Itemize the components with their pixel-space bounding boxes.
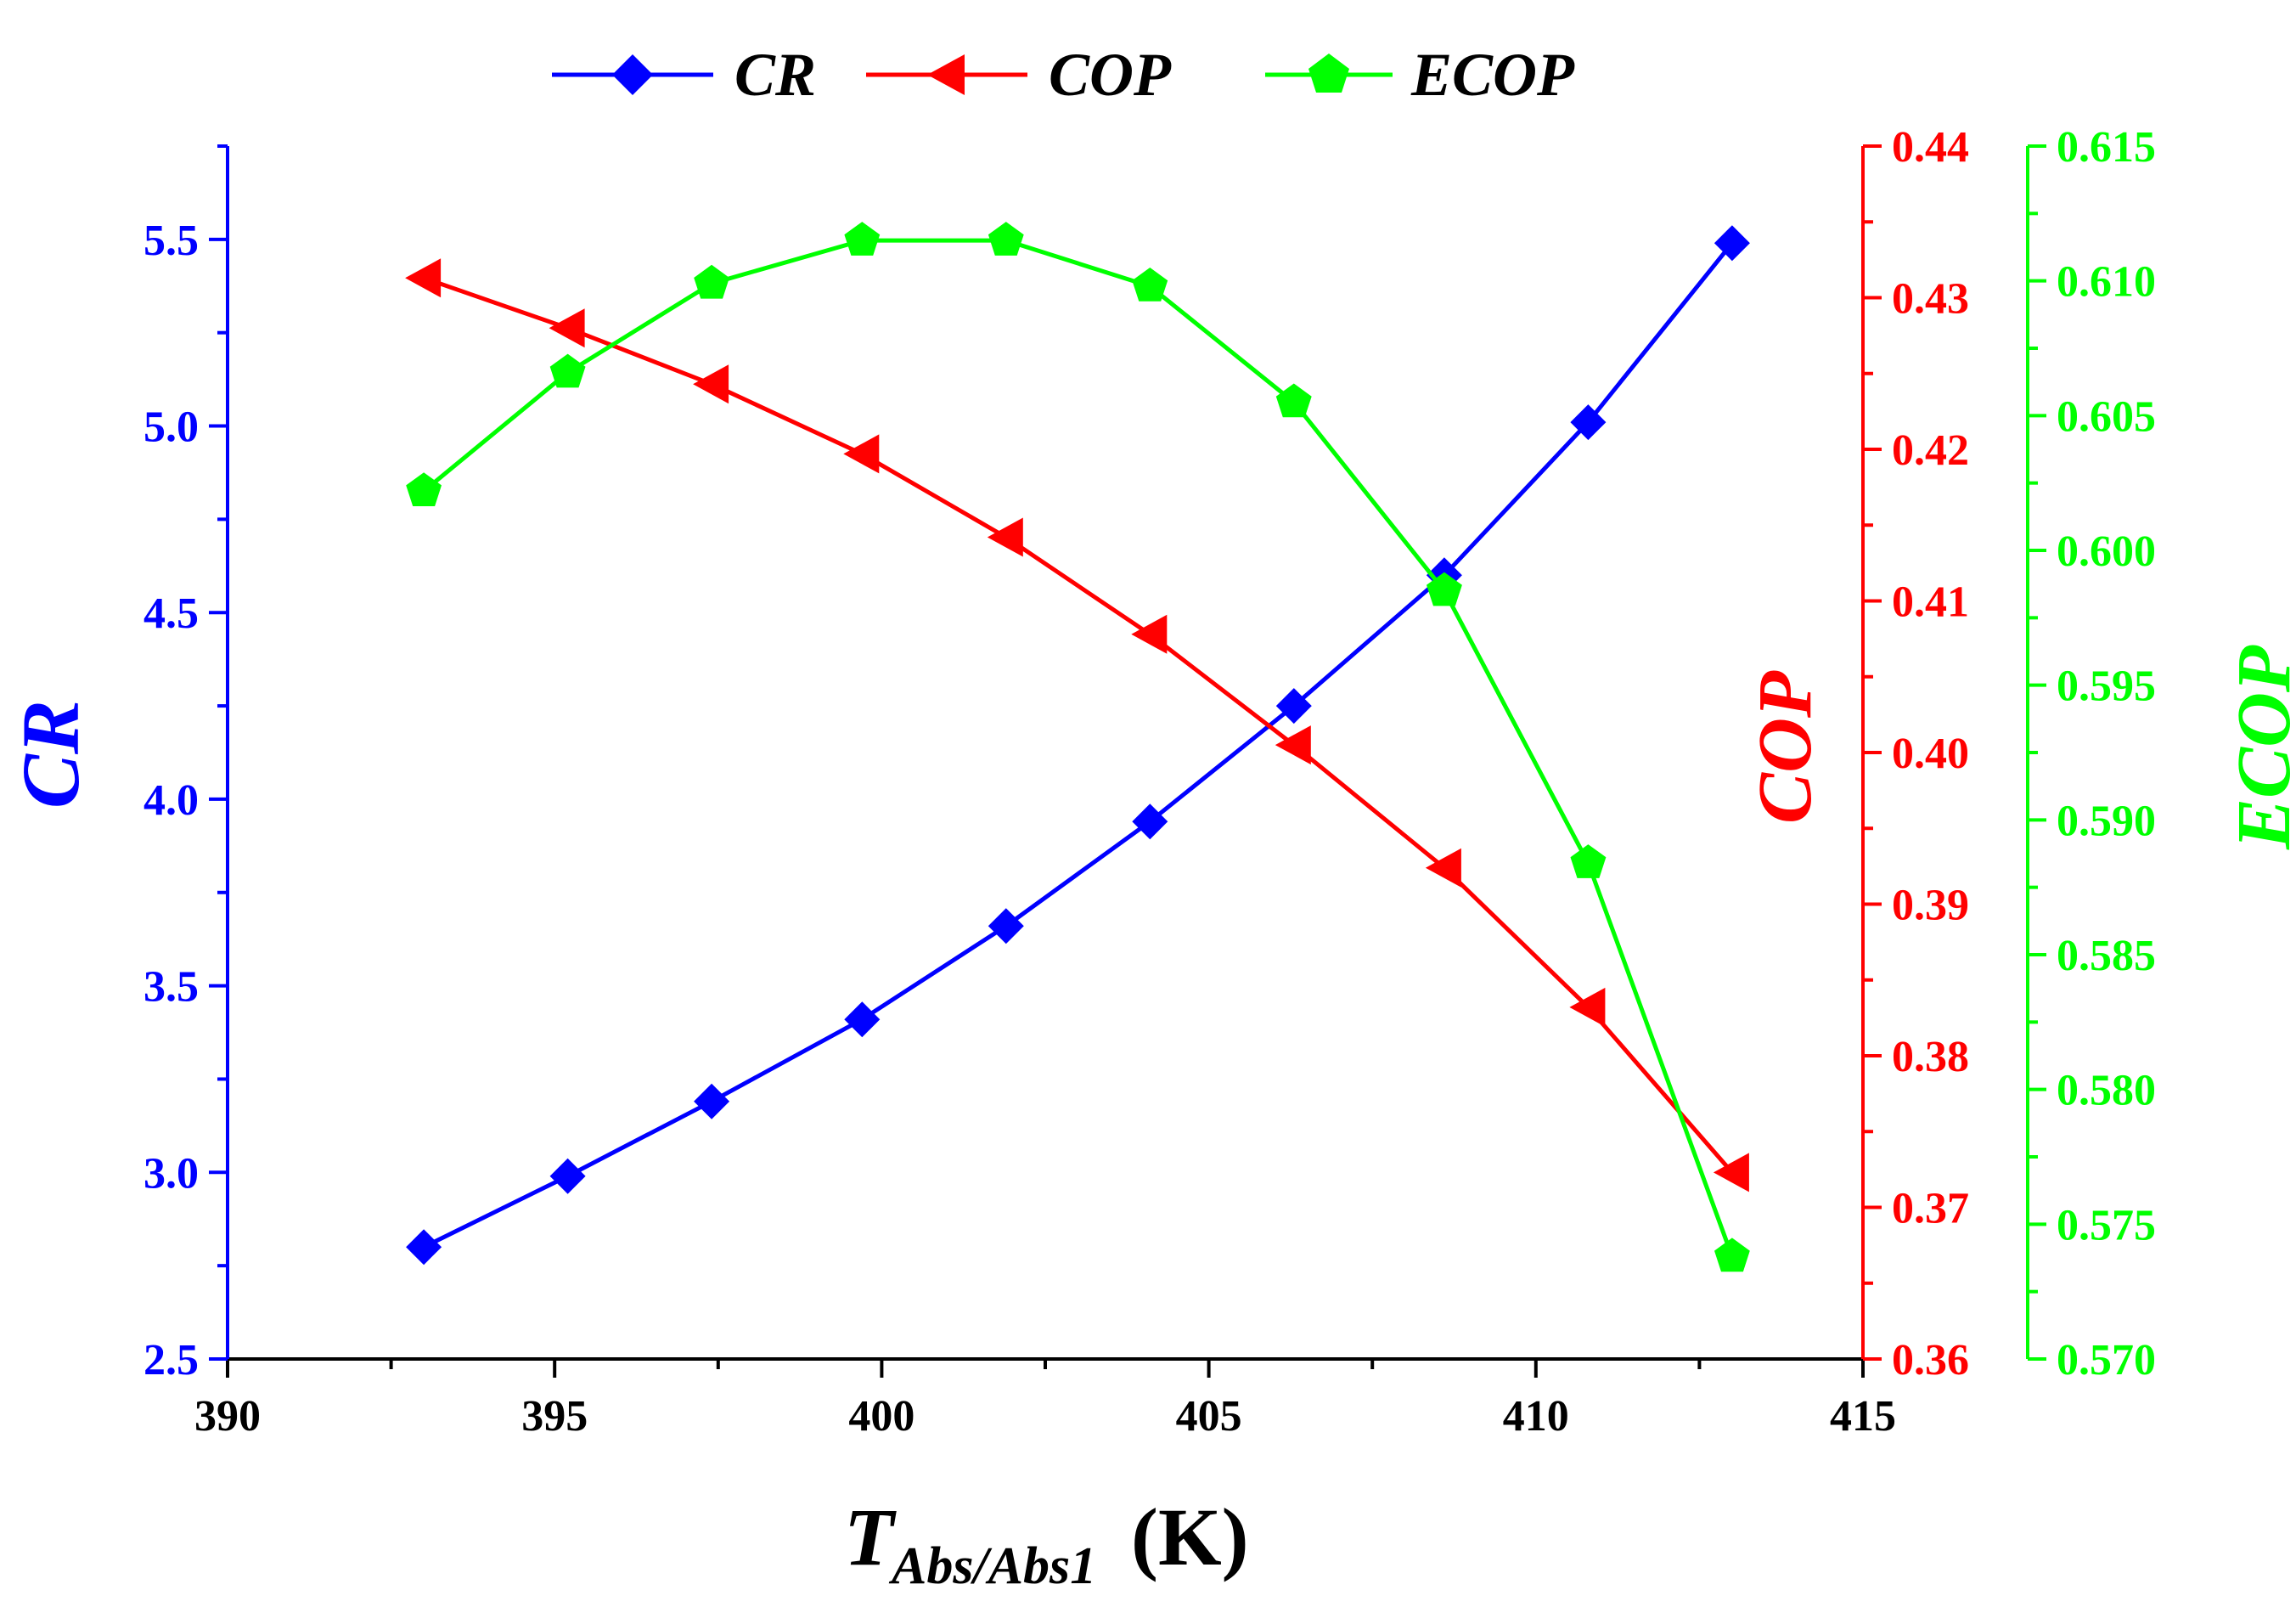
data-point-cop — [1569, 987, 1606, 1027]
legend-entry-cr: CR — [552, 41, 816, 109]
data-point-cop — [693, 364, 729, 404]
data-point-ecop — [1570, 844, 1607, 878]
data-point-ecop — [549, 353, 586, 388]
data-point-cr — [1714, 225, 1750, 262]
data-point-cr — [1570, 404, 1607, 441]
x-tick-label: 415 — [1830, 1392, 1896, 1441]
data-point-cr — [1275, 688, 1312, 725]
right2-tick-label: 0.570 — [2057, 1336, 2156, 1384]
right1-tick-label: 0.41 — [1892, 578, 1969, 627]
left-tick-label: 3.5 — [144, 963, 199, 1012]
data-point-cop — [843, 434, 880, 474]
legend-label-ecop: ECOP — [1410, 41, 1575, 109]
legend-entry-cop: COP — [866, 41, 1172, 109]
series-ecop — [406, 222, 1750, 1272]
right1-tick-label: 0.43 — [1892, 275, 1969, 324]
data-point-ecop — [694, 264, 729, 299]
x-tick-label: 395 — [521, 1392, 588, 1441]
left-tick-label: 2.5 — [144, 1336, 199, 1384]
data-point-ecop — [988, 222, 1024, 256]
data-point-cop — [549, 308, 585, 348]
series-line-cr — [422, 241, 1734, 1249]
data-point-cr — [549, 1158, 586, 1194]
data-point-cr — [694, 1083, 730, 1119]
right2-tick-label: 0.580 — [2057, 1067, 2156, 1115]
data-point-cop — [987, 517, 1023, 557]
data-point-ecop — [844, 222, 881, 256]
left-tick-label: 4.0 — [144, 776, 199, 825]
x-tick-label: 405 — [1176, 1392, 1242, 1441]
x-axis-title-main: T — [844, 1491, 897, 1582]
data-point-cr — [406, 1229, 442, 1266]
left-tick-label: 5.5 — [144, 217, 199, 265]
left-tick-label: 3.0 — [144, 1149, 199, 1198]
right1-tick-label: 0.42 — [1892, 426, 1969, 475]
cop-axis-title: COP — [1743, 670, 1827, 824]
right1-tick-label: 0.37 — [1892, 1185, 1969, 1233]
left-tick-label: 5.0 — [144, 403, 199, 452]
legend-entry-ecop: ECOP — [1265, 41, 1575, 109]
right2-tick-label: 0.605 — [2057, 392, 2156, 441]
legend: CR COP ECOP — [552, 41, 1575, 109]
data-point-ecop — [1275, 383, 1312, 418]
right1-tick-label: 0.38 — [1892, 1033, 1969, 1081]
series — [405, 222, 1750, 1272]
data-point-ecop — [1427, 572, 1462, 606]
data-point-ecop — [1714, 1238, 1750, 1272]
axes: 390 395 400 405 410 415 2.5 3.0 3.5 4.0 4.5 5.0 5.5 0… — [144, 123, 2156, 1441]
legend-marker-cr — [612, 54, 653, 95]
series-line-cop — [423, 275, 1734, 1175]
x-axis-title-unit: (K) — [1131, 1491, 1249, 1582]
x-axis-title: T Abs/Abs1 (K) — [844, 1491, 1249, 1595]
data-point-ecop — [1132, 268, 1168, 302]
data-point-cop — [1713, 1153, 1749, 1193]
x-axis-title-subscript: Abs/Abs1 — [888, 1537, 1096, 1595]
x-tick-label: 400 — [848, 1392, 914, 1441]
right2-tick-label: 0.590 — [2057, 797, 2156, 845]
right1-tick-label: 0.39 — [1892, 882, 1969, 930]
series-cop — [405, 258, 1749, 1193]
legend-marker-ecop — [1308, 54, 1349, 93]
right2-tick-label: 0.575 — [2057, 1201, 2156, 1249]
right1-tick-label: 0.36 — [1892, 1336, 1969, 1384]
legend-marker-cop — [927, 54, 965, 95]
x-tick-label: 410 — [1503, 1392, 1569, 1441]
x-tick-label: 390 — [194, 1392, 261, 1441]
right2-tick-label: 0.615 — [2057, 123, 2156, 172]
legend-label-cop: COP — [1049, 41, 1172, 109]
data-point-cop — [405, 258, 442, 298]
data-point-ecop — [406, 472, 442, 506]
left-axis-title: CR — [5, 700, 96, 809]
data-point-cr — [988, 908, 1024, 944]
legend-label-cr: CR — [734, 41, 816, 109]
ecop-axis-title: ECOP — [2222, 645, 2296, 850]
right1-tick-label: 0.40 — [1892, 730, 1969, 778]
data-point-cop — [1275, 725, 1311, 765]
right2-tick-label: 0.585 — [2057, 932, 2156, 980]
right2-tick-label: 0.610 — [2057, 258, 2156, 307]
right2-tick-label: 0.600 — [2057, 527, 2156, 576]
left-tick-label: 4.5 — [144, 589, 199, 638]
right1-tick-label: 0.44 — [1892, 123, 1969, 172]
data-point-cop — [1425, 848, 1461, 888]
right2-tick-label: 0.595 — [2057, 663, 2156, 711]
data-point-cr — [844, 1001, 881, 1038]
series-line-ecop — [422, 238, 1735, 1258]
data-point-cr — [1132, 804, 1168, 840]
series-cr — [406, 225, 1750, 1266]
data-point-cop — [1131, 614, 1168, 654]
